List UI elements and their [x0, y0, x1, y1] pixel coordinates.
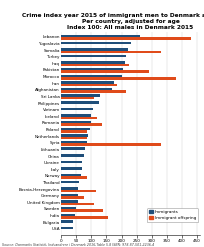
Bar — [61, 61, 124, 64]
Bar — [61, 64, 129, 66]
Bar — [61, 127, 90, 130]
Bar — [61, 117, 97, 119]
Bar — [61, 124, 102, 126]
Bar — [61, 88, 112, 90]
Bar — [61, 227, 73, 229]
Bar — [61, 194, 78, 196]
Bar — [61, 200, 78, 203]
Bar — [61, 68, 123, 70]
Bar — [61, 35, 140, 37]
Bar — [61, 101, 99, 103]
Bar — [61, 147, 85, 150]
Bar — [61, 137, 87, 139]
Bar — [61, 70, 149, 73]
Bar — [61, 167, 82, 170]
Bar — [61, 97, 94, 100]
Bar — [61, 174, 81, 176]
Bar — [61, 143, 161, 146]
Bar — [61, 190, 96, 192]
Bar — [61, 130, 87, 133]
Bar — [61, 37, 191, 40]
Bar — [61, 114, 91, 117]
Bar — [61, 108, 93, 110]
Bar — [61, 81, 114, 84]
Bar — [61, 41, 131, 44]
Text: Source: Danmarks Statistik, Indvandrere i Denmark 2016,Table 5.8 ISBN: 978-87-50: Source: Danmarks Statistik, Indvandrere … — [2, 243, 154, 247]
Bar — [61, 94, 100, 97]
Bar — [61, 176, 87, 179]
Bar — [61, 196, 84, 199]
Bar — [61, 90, 126, 93]
Bar — [61, 51, 161, 53]
Title: Crime index year 2015 of immigrant men to Denmark ages 15-79
Per country, adjust: Crime index year 2015 of immigrant men t… — [22, 13, 204, 30]
Bar — [61, 141, 87, 143]
Bar — [61, 161, 82, 163]
Bar — [61, 216, 108, 219]
Bar — [61, 48, 128, 51]
Bar — [61, 181, 79, 183]
Bar — [61, 55, 126, 57]
Bar — [61, 203, 94, 206]
Bar — [61, 220, 73, 223]
Bar — [61, 214, 75, 216]
Bar — [61, 207, 76, 209]
Bar — [61, 77, 176, 80]
Bar — [61, 134, 88, 137]
Legend: Immigrants, Immigrant offspring: Immigrants, Immigrant offspring — [147, 208, 198, 223]
Bar — [61, 75, 122, 77]
Bar — [61, 121, 91, 124]
Bar — [61, 154, 84, 157]
Bar — [61, 187, 78, 190]
Bar — [61, 84, 117, 86]
Bar — [61, 209, 103, 212]
